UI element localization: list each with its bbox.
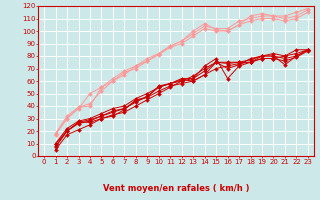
X-axis label: Vent moyen/en rafales ( km/h ): Vent moyen/en rafales ( km/h ) bbox=[103, 184, 249, 193]
